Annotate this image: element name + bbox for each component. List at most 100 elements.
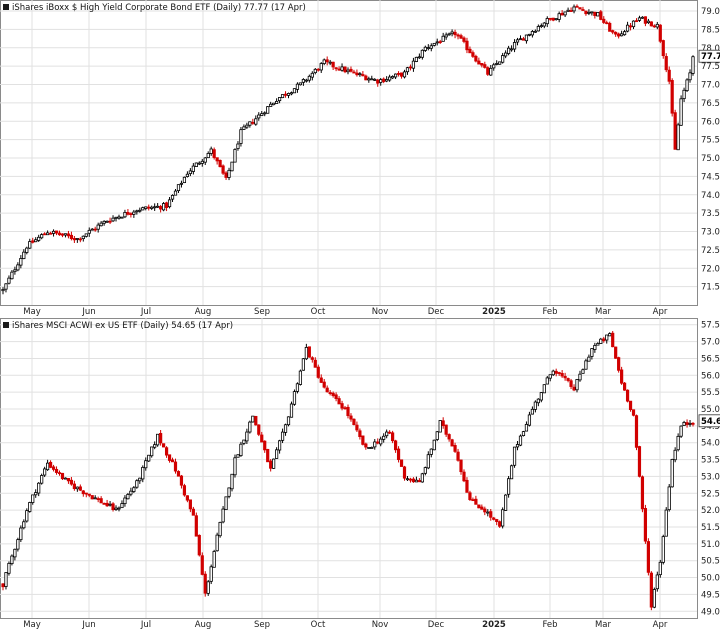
candle-body	[182, 176, 187, 184]
candle-body	[435, 431, 439, 440]
x-tick-label: 2025	[482, 620, 506, 630]
candle-body	[388, 76, 392, 81]
x-tick-label: Dec	[428, 307, 445, 317]
x-tick-label: Jun	[81, 307, 95, 317]
y-tick-label: 75.5	[701, 136, 720, 146]
candle-body	[298, 82, 303, 86]
candle-body	[337, 398, 341, 405]
candle-body	[48, 232, 53, 235]
candle-body	[170, 459, 175, 463]
candle-body	[66, 233, 71, 237]
candle-body	[159, 206, 163, 210]
candle-body	[370, 447, 374, 449]
candle-body	[173, 461, 178, 472]
candle-body	[569, 10, 573, 12]
candle-body	[402, 466, 407, 479]
candle-body	[301, 79, 305, 83]
candle-body	[191, 165, 195, 172]
candle-body	[31, 240, 35, 243]
candle-body	[411, 478, 416, 483]
candle-body	[396, 73, 401, 75]
candle-body	[376, 79, 380, 84]
candle-body	[221, 165, 225, 174]
candle-body	[391, 432, 395, 442]
candle-body	[554, 370, 558, 374]
candle-body	[147, 206, 151, 209]
candle-body	[266, 106, 270, 114]
candle-body	[28, 502, 32, 512]
candle-body	[31, 494, 35, 503]
candle-body	[117, 507, 121, 510]
candle-body	[135, 480, 139, 488]
candle-body	[373, 78, 377, 81]
candle-body	[376, 441, 380, 444]
candle-body	[218, 521, 222, 537]
candle-body	[572, 6, 576, 12]
candle-body	[331, 392, 335, 396]
candle-body	[331, 61, 335, 68]
candle-body	[414, 56, 419, 62]
x-tick-label: Sep	[254, 307, 270, 317]
candle-body	[7, 277, 11, 284]
candle-body	[515, 444, 520, 448]
candle-body	[691, 56, 695, 74]
candle-body	[150, 446, 154, 457]
candle-body	[685, 422, 689, 425]
candle-body	[99, 222, 103, 227]
candle-body	[584, 360, 588, 370]
y-tick-label: 74.0	[701, 191, 720, 201]
candle-body	[498, 61, 502, 65]
y-tick-label: 55.5	[701, 388, 720, 398]
candle-body	[358, 73, 362, 76]
candle-body	[611, 30, 615, 33]
candle-body	[655, 574, 659, 590]
candle-body	[224, 496, 228, 511]
y-tick-label: 72.5	[701, 246, 720, 256]
candle-body	[462, 37, 466, 42]
candle-body	[444, 424, 448, 435]
candle-body	[135, 210, 139, 213]
candle-body	[518, 435, 523, 446]
candle-body	[167, 199, 172, 208]
candle-body	[628, 25, 633, 28]
candle-body	[272, 102, 276, 106]
candle-body	[542, 22, 546, 27]
candle-body	[477, 504, 481, 509]
y-tick-label: 78.5	[701, 25, 720, 35]
candle-body	[307, 75, 311, 81]
candle-body	[283, 424, 288, 433]
x-tick-label: Mar	[595, 307, 612, 317]
candle-body	[393, 440, 398, 451]
candle-body	[233, 149, 237, 163]
y-tick-label: 77.5	[701, 62, 720, 72]
candle-body	[78, 486, 82, 491]
x-tick-label: Feb	[542, 620, 557, 630]
candle-body	[483, 64, 487, 68]
candle-body	[637, 17, 642, 21]
candle-body	[393, 73, 398, 78]
candle-body	[102, 220, 106, 224]
candle-body	[138, 477, 142, 482]
candle-body	[25, 247, 29, 253]
candle-body	[117, 216, 121, 219]
candle-body	[352, 418, 356, 425]
candle-body	[367, 447, 371, 449]
y-tick-label: 53.0	[701, 472, 720, 482]
candle-body	[123, 211, 127, 218]
candle-body	[120, 503, 124, 509]
candle-body	[637, 446, 642, 477]
y-tick-label: 71.5	[701, 283, 720, 293]
x-tick-label: Oct	[311, 620, 326, 630]
candle-body	[275, 100, 279, 104]
candle-body	[301, 358, 305, 371]
candle-body	[84, 492, 88, 495]
candle-body	[4, 283, 8, 290]
candle-body	[587, 11, 591, 14]
candle-body	[286, 93, 291, 96]
candle-body	[649, 21, 653, 27]
candle-body	[69, 479, 74, 485]
candle-body	[456, 451, 460, 461]
candle-body	[509, 48, 514, 51]
candle-body	[631, 409, 636, 416]
candle-body	[429, 448, 433, 455]
